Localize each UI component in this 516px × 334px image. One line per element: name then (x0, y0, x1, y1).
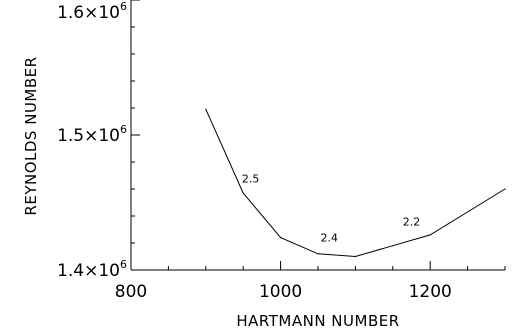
y-tick-base: ×10 (84, 261, 120, 281)
y-tick-base: ×10 (84, 126, 120, 146)
axes (130, 0, 505, 271)
x-tick-label: 800 (115, 282, 147, 302)
data-point (317, 253, 319, 255)
y-tick-exponent: 6 (120, 123, 127, 136)
x-axis-label: HARTMANN NUMBER (236, 312, 399, 330)
data-point (504, 188, 506, 190)
y-tick-label: 1.5×106 (57, 123, 127, 146)
annotations: 2.5 2.4 2.2 (242, 172, 420, 244)
y-tick-base: ×10 (84, 3, 120, 23)
x-tick-label: 1200 (409, 282, 452, 302)
plot-area (205, 108, 506, 258)
y-tick-label: 1.6×106 (57, 0, 127, 23)
data-point (429, 234, 431, 236)
series-line (205, 109, 506, 258)
data-point (242, 192, 244, 194)
annotation-label: 2.5 (242, 172, 260, 185)
y-tick-exponent: 6 (120, 258, 127, 271)
data-point (205, 108, 207, 110)
y-tick-label: 1.4×106 (57, 258, 127, 281)
y-tick-mantissa: 1.4 (57, 261, 84, 281)
x-ticks: 800 1000 1200 (115, 261, 506, 302)
data-point (280, 237, 282, 239)
y-tick-exponent: 6 (120, 0, 127, 13)
annotation-label: 2.2 (403, 215, 421, 228)
x-tick-label: 1000 (259, 282, 302, 302)
y-tick-mantissa: 1.5 (57, 126, 84, 146)
data-point (354, 255, 356, 258)
y-tick-mantissa: 1.6 (57, 3, 84, 23)
y-axis-label: REYNOLDS NUMBER (22, 56, 40, 215)
annotation-label: 2.4 (320, 232, 338, 245)
data-point (392, 245, 394, 247)
